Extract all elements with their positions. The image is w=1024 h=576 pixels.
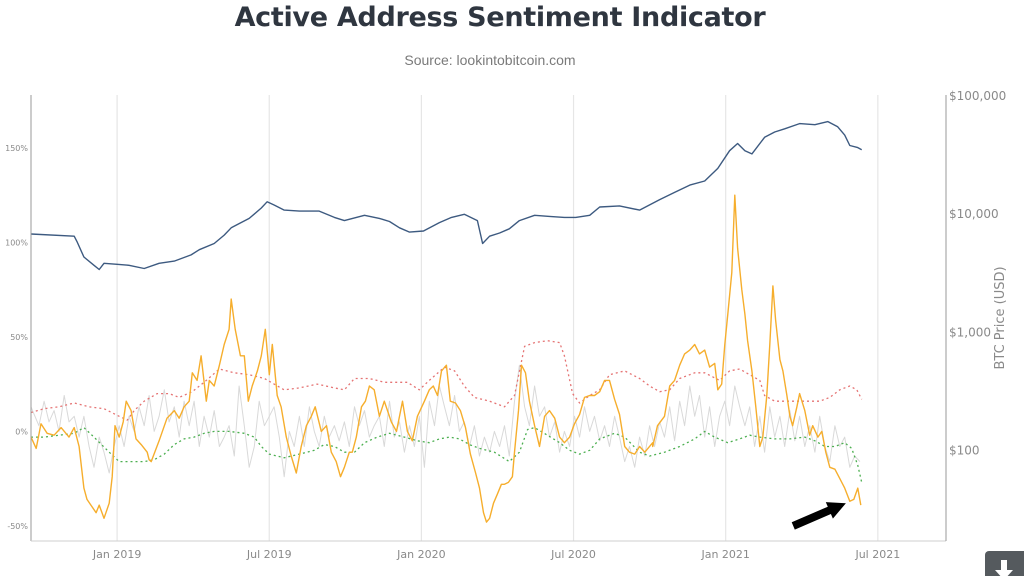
x-tick-label: Jan 2020 [396,548,445,561]
y-left-tick-label: 100% [5,238,28,247]
plot-frame [30,95,947,542]
y-right-tick-label: $1,000 [949,325,991,339]
series-layer [30,120,863,523]
y-left-tick-label: 50% [10,333,28,342]
y-left-tick-label: -50% [7,522,28,531]
chart-title: Active Address Sentiment Indicator [234,2,766,33]
right-axis-ticks: $100 $1,000 $10,000 $100,000 [949,89,1006,458]
annotation-layer [791,502,846,530]
y-right-tick-label: $100 [949,444,980,458]
chart-subtitle: Source: lookintobitcoin.com [404,52,576,68]
annotation-arrow [791,502,846,530]
y-right-tick-label: $100,000 [949,89,1006,103]
download-arrow-icon [995,560,1013,576]
x-tick-label: Jan 2021 [700,548,749,561]
lower-band-line [31,426,863,483]
left-axis-ticks: -50% 0% 50% 100% 150% [5,144,28,531]
x-tick-label: Jul 2020 [550,548,596,561]
x-tick-label: Jan 2019 [92,548,141,561]
aasi-line [30,194,862,523]
x-tick-label: Jul 2019 [246,548,292,561]
vertical-gridlines [116,95,879,541]
y-right-tick-label: $10,000 [949,207,999,221]
x-axis-ticks: Jan 2019 Jul 2019 Jan 2020 Jul 2020 Jan 2021… [92,548,900,561]
btc-price-line [30,120,863,271]
y-left-tick-label: 150% [5,144,28,153]
raw-sentiment-line [30,364,861,478]
right-axis-label: BTC Price (USD) [993,266,1008,369]
upper-band-line [30,340,863,421]
y-left-tick-label: 0% [15,427,28,436]
download-button[interactable] [985,551,1024,576]
x-tick-label: Jul 2021 [854,548,900,561]
